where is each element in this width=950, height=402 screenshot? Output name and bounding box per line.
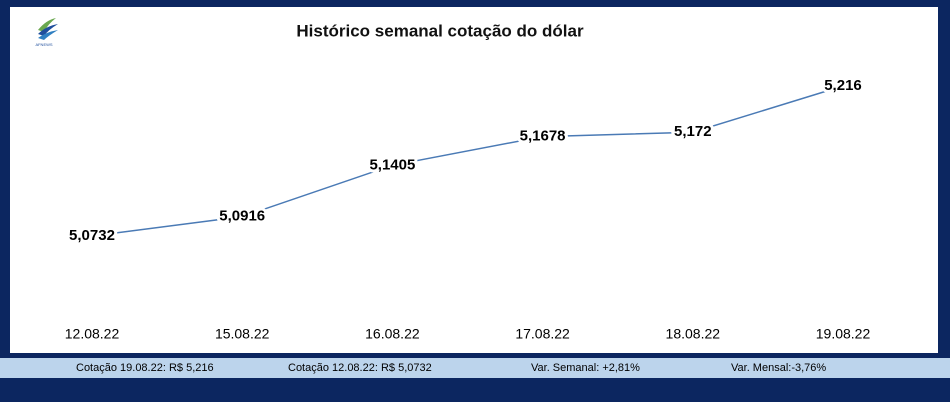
footer-text: Var. Semanal: +2,81% (531, 362, 640, 374)
x-tick-label: 15.08.22 (215, 326, 270, 342)
data-label: 5,0732 (69, 227, 115, 244)
footer-text: Cotação 19.08.22: R$ 5,216 (76, 362, 214, 374)
x-tick-label: 18.08.22 (666, 326, 721, 342)
x-tick-label: 19.08.22 (816, 326, 871, 342)
x-tick-label: 16.08.22 (365, 326, 420, 342)
x-tick-label: 17.08.22 (515, 326, 570, 342)
plot-area (10, 7, 938, 353)
logo-text: AFNEWS (35, 42, 52, 47)
data-label: 5,1405 (369, 156, 415, 173)
data-label: 5,172 (674, 123, 712, 140)
data-label: 5,1678 (520, 128, 566, 145)
data-label: 5,0916 (219, 208, 265, 225)
line (91, 85, 844, 237)
data-label: 5,216 (824, 77, 862, 94)
footer-band (0, 358, 950, 378)
footer-text: Cotação 12.08.22: R$ 5,0732 (288, 362, 432, 374)
x-tick-label: 12.08.22 (65, 326, 120, 342)
footer-text: Var. Mensal:-3,76% (731, 362, 826, 374)
logo: AFNEWS (35, 18, 58, 47)
chart-title: Histórico semanal cotação do dólar (296, 21, 584, 40)
